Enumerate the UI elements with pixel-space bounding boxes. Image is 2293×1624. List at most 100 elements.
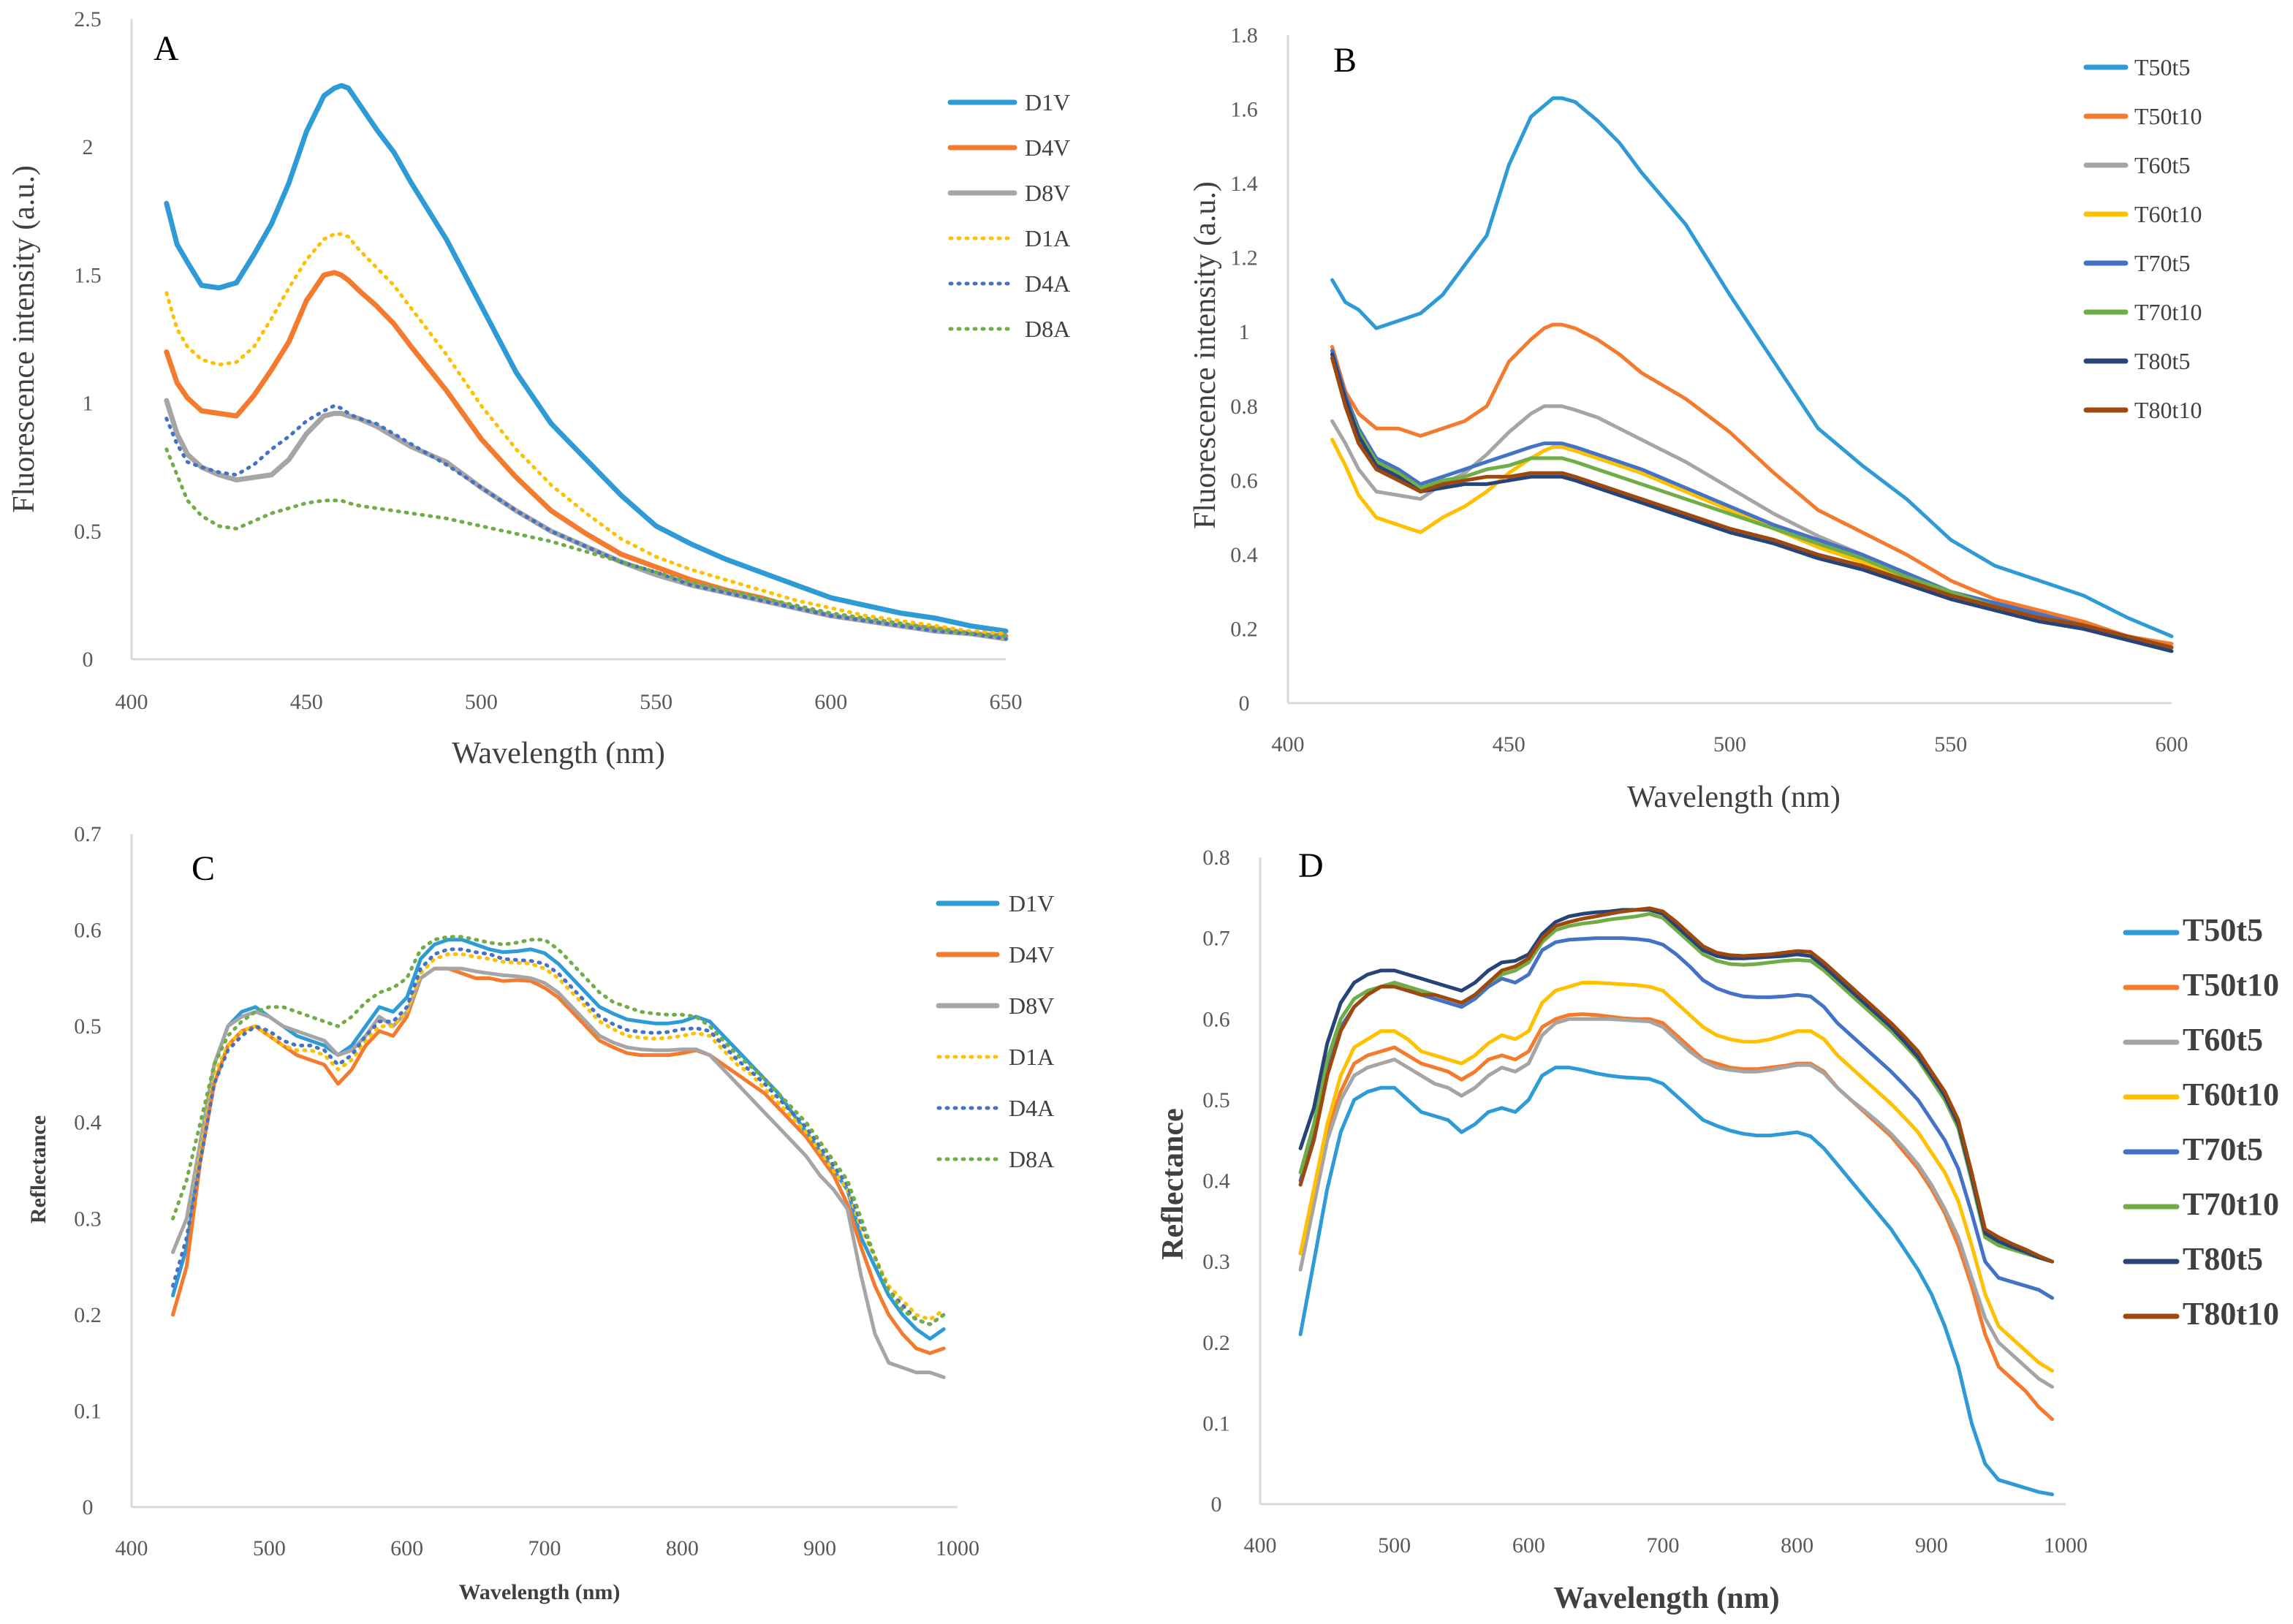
- legend-label-d4a: D4A: [1009, 1095, 1054, 1121]
- x-axis-title: Wavelength (nm): [1553, 1582, 1779, 1615]
- legend-label-d1a: D1A: [1025, 225, 1070, 251]
- series-line-d1a: [171, 952, 946, 1321]
- y-tick-label: 1.6: [1230, 98, 1258, 122]
- series-line-t50t10: [1330, 322, 2174, 646]
- x-tick-label: 600: [390, 1536, 423, 1560]
- x-tick-label: 600: [1512, 1533, 1545, 1557]
- y-axis-title: Reflectance: [26, 1115, 50, 1223]
- x-tick-label: 1000: [936, 1536, 979, 1560]
- legend-label-t60t10: T60t10: [2134, 201, 2202, 227]
- legend-label-d1v: D1V: [1009, 890, 1054, 917]
- y-tick-label: 0.2: [1230, 617, 1258, 641]
- y-tick-label: 0.8: [1202, 846, 1230, 870]
- series-line-t80t5: [1298, 908, 2055, 1264]
- y-tick-label: 2: [83, 135, 94, 159]
- y-tick-label: 0: [83, 648, 94, 672]
- x-tick-label: 500: [1378, 1533, 1411, 1557]
- series-line-t60t10: [1298, 981, 2055, 1373]
- x-tick-label: 800: [1781, 1533, 1813, 1557]
- x-axis-title: Wavelength (nm): [1627, 781, 1841, 814]
- y-tick-label: 0.7: [74, 822, 102, 846]
- y-tick-label: 0.6: [1230, 468, 1258, 493]
- y-tick-label: 0.5: [74, 1014, 102, 1039]
- y-tick-label: 1.5: [74, 263, 102, 287]
- y-tick-label: 1.4: [1230, 172, 1258, 196]
- legend-label-t70t10: T70t10: [2134, 299, 2202, 325]
- x-tick-label: 400: [115, 1536, 148, 1560]
- legend-label-t50t5: T50t5: [2183, 912, 2263, 948]
- y-tick-label: 1.8: [1230, 23, 1258, 48]
- series-line-d1a: [164, 232, 1008, 636]
- y-tick-label: 0.2: [1202, 1331, 1230, 1355]
- y-tick-label: 2.5: [74, 7, 102, 31]
- x-tick-label: 400: [1244, 1533, 1277, 1557]
- x-axis-title: Wavelength (nm): [459, 1580, 621, 1604]
- panel-letter: B: [1333, 41, 1357, 80]
- y-tick-label: 0.1: [1202, 1411, 1230, 1435]
- y-tick-label: 0.4: [1202, 1169, 1230, 1194]
- legend-label-d8v: D8V: [1009, 993, 1054, 1019]
- x-tick-label: 400: [115, 690, 148, 714]
- y-axis-title: Fluorescence intensity (a.u.): [7, 165, 41, 513]
- y-tick-label: 0: [83, 1495, 94, 1519]
- x-tick-label: 400: [1272, 732, 1305, 756]
- y-tick-label: 1.2: [1230, 246, 1258, 270]
- x-tick-label: 500: [253, 1536, 286, 1560]
- legend-label-t70t5: T70t5: [2183, 1131, 2263, 1167]
- x-tick-label: 600: [2156, 732, 2188, 756]
- x-tick-label: 450: [1493, 732, 1525, 756]
- legend-label-d1v: D1V: [1025, 89, 1070, 115]
- series-line-t50t5: [1330, 96, 2174, 639]
- y-tick-label: 0.3: [1202, 1250, 1230, 1274]
- y-axis-title: Fluorescence intensity (a.u.): [1189, 181, 1222, 529]
- x-tick-label: 550: [1934, 732, 1967, 756]
- legend: D1V D4V D8V D1A D4A D8A: [936, 890, 1054, 1172]
- chart-panel-d: 0 0.1 0.2 0.3 0.4 0.5 0.6 0.7 0.8 400 500 600 700 800…: [1156, 846, 2279, 1615]
- x-tick-label: 900: [803, 1536, 836, 1560]
- legend: D1V D4V D8V D1A D4A D8A: [947, 89, 1070, 342]
- series-line-t60t5: [1298, 1017, 2055, 1389]
- series-line-t70t10: [1330, 352, 2174, 650]
- chart-panel-c: 0 0.1 0.2 0.3 0.4 0.5 0.6 0.7 400 500 600 700 800 900…: [26, 822, 1054, 1604]
- legend-label-d4v: D4V: [1025, 134, 1070, 161]
- legend-label-t50t5: T50t5: [2134, 54, 2190, 80]
- legend-label-d8a: D8A: [1025, 316, 1070, 342]
- y-tick-label: 0: [1211, 1492, 1222, 1517]
- x-tick-label: 550: [640, 690, 672, 714]
- legend-label-t80t5: T80t5: [2183, 1241, 2263, 1277]
- legend-label-t60t5: T60t5: [2183, 1022, 2263, 1058]
- x-tick-label: 650: [990, 690, 1023, 714]
- series-line-d4a: [164, 403, 1008, 641]
- x-tick-label: 800: [666, 1536, 699, 1560]
- y-tick-label: 0.1: [74, 1399, 102, 1423]
- x-tick-label: 700: [528, 1536, 561, 1560]
- x-tick-label: 450: [290, 690, 323, 714]
- x-tick-label: 500: [1713, 732, 1746, 756]
- x-tick-label: 600: [814, 690, 847, 714]
- legend-label-d8a: D8A: [1009, 1146, 1054, 1172]
- legend-label-t70t5: T70t5: [2134, 250, 2190, 276]
- legend-label-t70t10: T70t10: [2183, 1186, 2279, 1222]
- panel-letter: C: [192, 849, 215, 888]
- y-tick-label: 0.2: [74, 1303, 102, 1327]
- series-line-d1v: [164, 83, 1009, 634]
- series-line-d8a: [171, 935, 946, 1327]
- panel-letter: D: [1298, 846, 1324, 885]
- y-tick-label: 0.6: [74, 919, 102, 943]
- legend-label-d4a: D4A: [1025, 270, 1070, 297]
- x-tick-label: 500: [465, 690, 498, 714]
- y-tick-label: 0.7: [1202, 927, 1230, 951]
- y-tick-label: 0.4: [74, 1111, 102, 1135]
- legend: T50t5 T50t10 T60t5 T60t10 T70t5 T70t10 T80t5 T8…: [2083, 54, 2202, 423]
- x-tick-label: 1000: [2044, 1533, 2088, 1557]
- y-tick-label: 0.4: [1230, 543, 1258, 567]
- x-axis-title: Wavelength (nm): [452, 737, 665, 770]
- y-tick-label: 1: [83, 392, 94, 416]
- chart-panel-a: 0 0.5 1 1.5 2 2.5 400 450 500 550 600 650 A Wavelengt…: [7, 7, 1070, 770]
- chart-panel-b: 0 0.2 0.4 0.6 0.8 1 1.2 1.4 1.6 1.8 400 450 500 550 60…: [1189, 23, 2202, 814]
- series-line-d8v: [164, 398, 1009, 642]
- legend: T50t5 T50t10 T60t5 T60t10 T70t5 T70t10 T80t5 T8…: [2123, 912, 2279, 1332]
- y-axis-title: Reflectance: [1156, 1108, 1190, 1260]
- legend-label-d1a: D1A: [1009, 1044, 1054, 1070]
